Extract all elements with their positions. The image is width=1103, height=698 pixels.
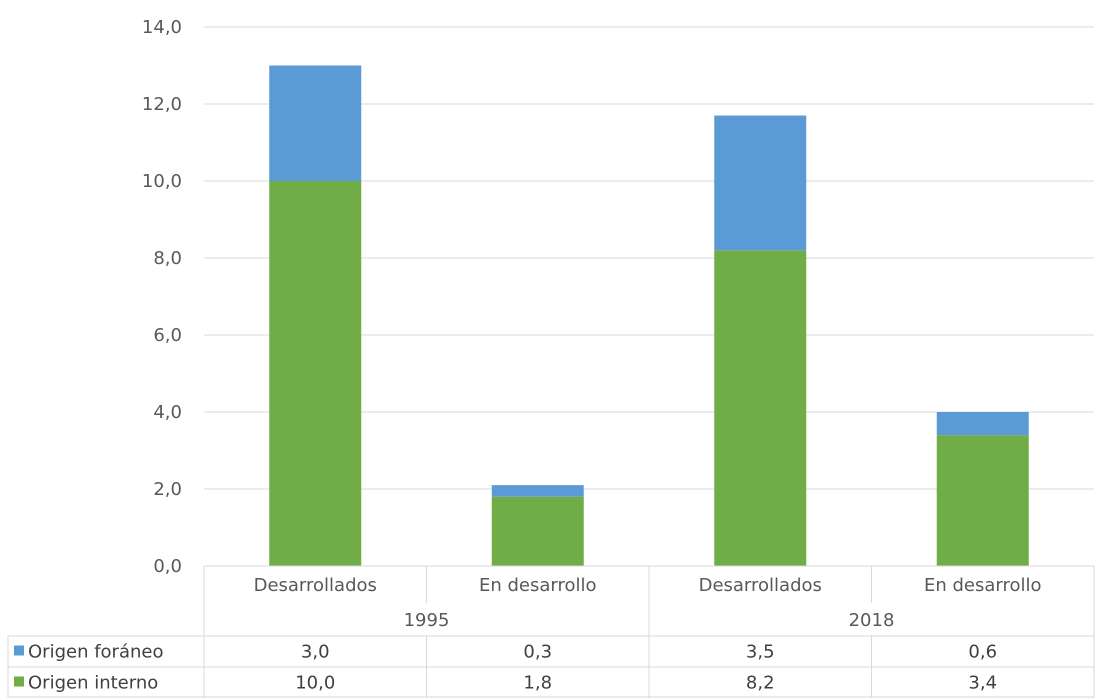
bar-origen-interno — [936, 435, 1029, 566]
y-tick-label: 8,0 — [153, 248, 182, 269]
y-tick-label: 6,0 — [153, 325, 182, 346]
y-axis: 0,0 2,0 4,0 6,0 8,0 10,0 12,0 14,0 — [142, 17, 182, 577]
x-group-label: 1995 — [404, 610, 450, 631]
x-category-label: Desarrollados — [254, 575, 377, 596]
bar-origen-interno — [269, 181, 362, 566]
x-category-label: En desarrollo — [924, 575, 1042, 596]
series-name-label: Origen foráneo — [28, 642, 163, 663]
x-category-label: En desarrollo — [479, 575, 597, 596]
y-tick-label: 4,0 — [153, 402, 182, 423]
bar-origen-foraneo — [491, 485, 584, 497]
x-category-label: Desarrollados — [699, 575, 822, 596]
y-tick-label: 10,0 — [142, 171, 182, 192]
data-table-value: 8,2 — [746, 673, 775, 694]
legend-key — [14, 676, 24, 687]
bar-origen-foraneo — [936, 412, 1029, 436]
data-table-value: 3,0 — [301, 642, 330, 663]
data-table-value: 0,3 — [523, 642, 552, 663]
bar-origen-interno — [714, 250, 807, 567]
series-name-label: Origen interno — [28, 673, 158, 694]
data-table-value: 1,8 — [523, 673, 552, 694]
data-table-value: 10,0 — [295, 673, 335, 694]
data-table-value: 3,4 — [968, 673, 997, 694]
data-table: Desarrollados En desarrollo Desarrollados E… — [7, 565, 1095, 698]
bar-origen-foraneo — [269, 65, 362, 181]
y-tick-label: 2,0 — [153, 479, 182, 500]
data-table-value: 0,6 — [968, 642, 997, 663]
data-table-value: 3,5 — [746, 642, 775, 663]
x-group-label: 2018 — [849, 610, 895, 631]
y-tick-label: 14,0 — [142, 17, 182, 38]
legend-key — [14, 645, 24, 656]
bars — [269, 65, 1029, 567]
bar-origen-foraneo — [714, 115, 807, 251]
y-tick-label: 0,0 — [153, 556, 182, 577]
y-tick-label: 12,0 — [142, 94, 182, 115]
bar-origen-interno — [491, 496, 584, 566]
